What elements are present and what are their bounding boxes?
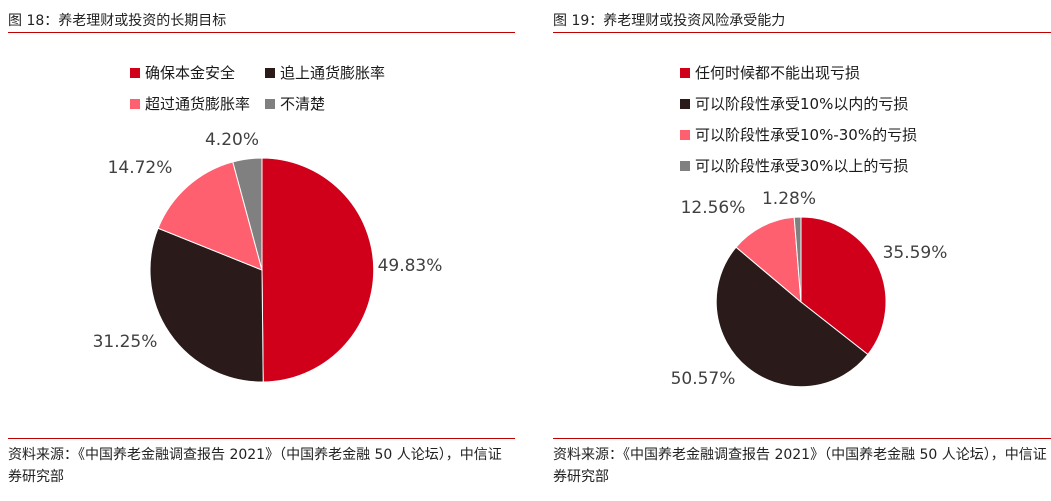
pie-slice [793,216,802,303]
legend-swatch [130,68,140,78]
legend-label: 可以阶段性承受10%-30%的亏损 [695,126,917,144]
legend-label: 可以阶段性承受10%以内的亏损 [695,95,908,113]
pie-slice [735,216,802,304]
data-label: 4.20% [205,130,259,150]
data-label: 35.59% [883,243,948,263]
data-label: 50.57% [671,369,736,389]
figure-19-panel: 图 19：养老理财或投资风险承受能力 任何时候都不能出现亏损可以阶段性承受10%… [545,0,1051,501]
pie-slice [149,227,264,383]
legend-label: 追上通货膨胀率 [280,64,385,82]
legend-swatch [680,68,690,78]
data-label: 12.56% [681,198,746,218]
legend-swatch [680,99,690,109]
figure-title: 图 18：养老理财或投资的长期目标 [8,13,227,29]
source-note: 资料来源：《中国养老金融调查报告 2021》（中国养老金融 50 人论坛），中信… [553,447,1047,485]
title-divider [553,32,1051,33]
figure-title: 图 19：养老理财或投资风险承受能力 [553,13,786,29]
legend-swatch [265,99,275,109]
legend-swatch [680,130,690,140]
pie-slice [715,246,869,388]
data-label: 1.28% [762,189,816,209]
pie-chart-risk-tolerance: 任何时候都不能出现亏损可以阶段性承受10%以内的亏损可以阶段性承受10%-30%… [671,64,948,389]
source-divider [553,438,1051,439]
source-note: 资料来源：《中国养老金融调查报告 2021》（中国养老金融 50 人论坛），中信… [8,447,502,485]
data-label: 14.72% [108,158,173,178]
legend-swatch [265,68,275,78]
legend-label: 任何时候都不能出现亏损 [695,64,860,82]
source-divider [8,438,515,439]
data-label: 49.83% [378,256,443,276]
pie-slice [232,157,263,271]
title-divider [8,32,515,33]
pie-slice [261,157,375,383]
legend-label: 可以阶段性承受30%以上的亏损 [695,157,908,175]
legend-label: 确保本金安全 [145,64,235,82]
legend-swatch [130,99,140,109]
pie-slice [157,161,263,271]
data-label: 31.25% [93,332,158,352]
legend-label: 超过通货膨胀率 [145,95,250,113]
pie-slice [800,216,887,356]
figure-18-panel: 图 18：养老理财或投资的长期目标 确保本金安全 追上通货膨胀率超过通货膨胀率 不清… [0,0,515,501]
legend-label: 不清楚 [280,95,325,113]
legend-swatch [680,161,690,171]
